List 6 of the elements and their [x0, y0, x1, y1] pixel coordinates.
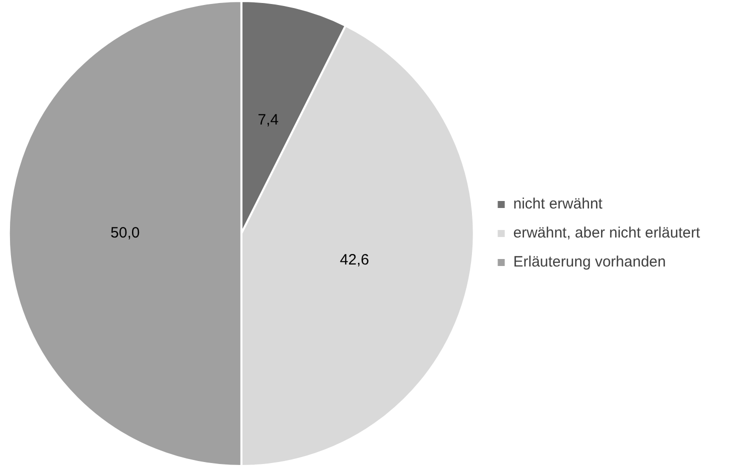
legend-label: nicht erwähnt [513, 196, 604, 213]
legend-label: erwähnt, aber nicht erläutert [513, 224, 701, 242]
data-label: 42,6 [340, 251, 370, 268]
data-label: 7,4 [258, 112, 279, 129]
data-label: 50,0 [110, 224, 140, 242]
legend-label: Erläuterung vorhanden [513, 254, 666, 271]
